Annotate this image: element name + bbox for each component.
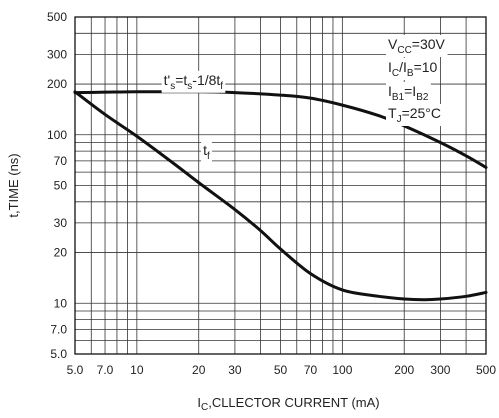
condition-line: IC/IB=10 xyxy=(388,59,438,79)
x-tick-label: 30 xyxy=(228,363,242,377)
x-axis-label: IC,CLLECTOR CURRENT (mA) xyxy=(197,395,379,413)
x-tick-label: 100 xyxy=(332,363,352,377)
x-tick-label: 7.0 xyxy=(97,363,114,377)
x-tick-label: 5.0 xyxy=(67,363,84,377)
y-tick-label: 20 xyxy=(54,246,68,260)
x-tick-label: 20 xyxy=(192,363,206,377)
condition-line: VCC=30V xyxy=(388,36,446,56)
y-tick-label: 7.0 xyxy=(50,322,67,336)
condition-line: TJ=25°C xyxy=(388,105,441,125)
label-backing xyxy=(161,70,226,93)
x-tick-labels: 5.0 7.0 10 20 30 50 70 100 200 300 500 xyxy=(67,363,497,377)
y-tick-label: 200 xyxy=(47,77,67,91)
y-tick-label: 10 xyxy=(54,296,68,310)
y-tick-labels: 500 300 200 100 70 50 30 20 10 7.0 5.0 xyxy=(47,10,67,361)
y-tick-label: 70 xyxy=(54,154,68,168)
plot-frame xyxy=(74,16,487,355)
y-axis-label: t,TIME (ns) xyxy=(6,153,21,217)
curves xyxy=(73,90,488,302)
condition-line: IB1=IB2 xyxy=(388,83,429,103)
x-tick-label: 300 xyxy=(430,363,450,377)
x-tick-label: 500 xyxy=(476,363,496,377)
series-labels: t's=ts-1/8tf tf xyxy=(161,70,226,163)
y-tick-label: 5.0 xyxy=(50,347,67,361)
x-tick-label: 200 xyxy=(394,363,414,377)
label-backing xyxy=(386,82,431,104)
x-tick-label: 70 xyxy=(304,363,318,377)
label-backing xyxy=(386,104,444,126)
label-backing xyxy=(386,35,448,57)
y-tick-label: 500 xyxy=(47,10,67,24)
x-tick-label: 10 xyxy=(130,363,144,377)
label-backing xyxy=(201,140,212,163)
y-tick-label: 30 xyxy=(54,216,68,230)
series-line-fall-time xyxy=(73,90,488,302)
y-tick-label: 100 xyxy=(47,128,67,142)
label-backing xyxy=(386,58,440,80)
y-tick-label: 50 xyxy=(54,179,68,193)
series-line-storage-time xyxy=(73,90,488,169)
y-tick-label: 300 xyxy=(47,47,67,61)
x-tick-label: 50 xyxy=(274,363,288,377)
series-label-storage-time: t's=ts-1/8tf xyxy=(164,72,224,92)
series-label-fall-time: tf xyxy=(203,142,210,162)
